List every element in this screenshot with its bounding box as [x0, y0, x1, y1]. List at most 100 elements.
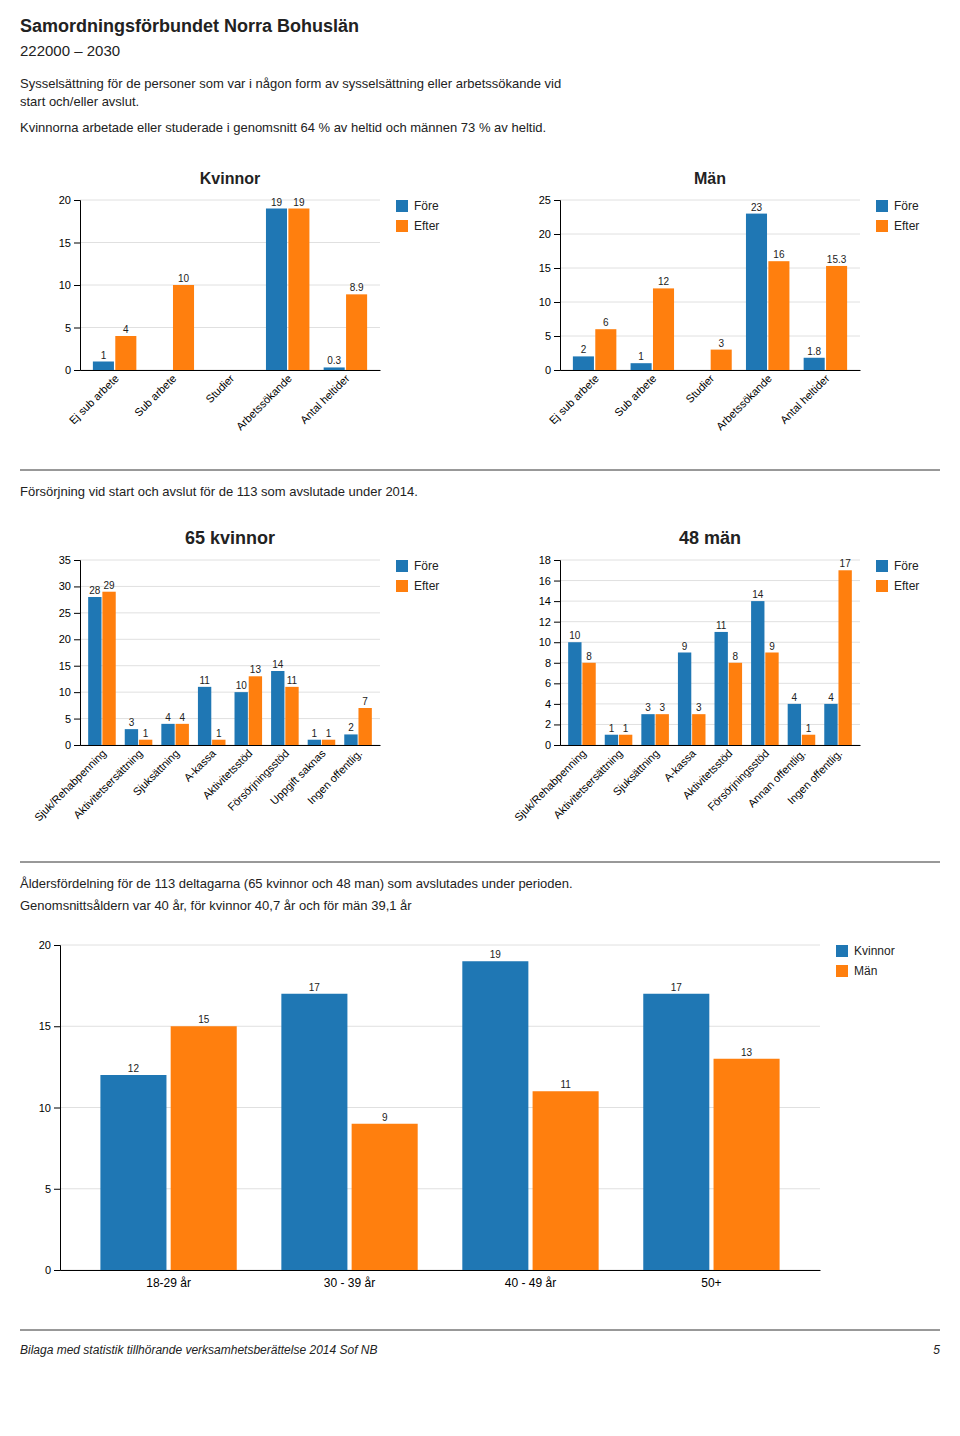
- tick-mark: [74, 560, 80, 561]
- data-label: 9: [682, 641, 688, 652]
- axis-line: [554, 201, 561, 371]
- tick: 10: [39, 1102, 60, 1114]
- tick-mark: [54, 1189, 60, 1190]
- bar: [88, 597, 101, 745]
- tick: 12: [539, 616, 560, 628]
- bar: [688, 370, 709, 371]
- axis-line: [74, 561, 81, 746]
- bar: [656, 714, 669, 745]
- tick-label: Försörjningsstöd: [705, 747, 771, 813]
- tick: 50+: [701, 1276, 721, 1290]
- tick: Sub arbete: [612, 372, 659, 419]
- tick: 30: [59, 580, 80, 592]
- intro-text: Kvinnorna arbetade eller studerade i gen…: [20, 120, 546, 135]
- bar: [176, 724, 189, 745]
- tick: 10: [539, 636, 560, 648]
- x-axis: Sjuk/RehabpenningAktivitetsersättningSju…: [512, 746, 861, 824]
- legend-label: Före: [894, 559, 919, 573]
- axis-line: [74, 201, 81, 371]
- legend-swatch: [396, 220, 408, 232]
- tick: 40 - 49 år: [505, 1276, 556, 1290]
- tick: 15: [539, 262, 560, 274]
- tick: 18: [539, 554, 560, 566]
- data-label: 14: [752, 589, 764, 600]
- legend-swatch: [876, 560, 888, 572]
- tick-label: Sub arbete: [132, 372, 179, 419]
- tick: 2: [545, 718, 560, 730]
- tick-mark: [554, 336, 560, 337]
- tick-label: 0: [45, 1264, 51, 1276]
- section-text: Åldersfördelning för de 113 deltagarna (…: [20, 876, 573, 891]
- data-label: 9: [382, 1112, 388, 1123]
- tick-mark: [54, 945, 60, 946]
- data-label: 13: [741, 1047, 753, 1058]
- y-axis: 024681012141618: [539, 554, 561, 751]
- data-label: 11: [287, 675, 298, 686]
- data-label: 17: [840, 558, 852, 569]
- data-label: 13: [250, 664, 262, 675]
- legend: FöreEfter: [396, 199, 439, 233]
- intro-text: Sysselsättning för de personer som var i…: [20, 76, 561, 91]
- tick: Arbetssökande: [714, 372, 774, 432]
- bar: [93, 362, 114, 371]
- tick-mark: [554, 581, 560, 582]
- bars: [573, 214, 847, 370]
- bars: [88, 592, 372, 745]
- tick-label: 15: [59, 237, 71, 249]
- legend-swatch: [396, 580, 408, 592]
- tick: 20: [39, 939, 60, 951]
- grid-line: [560, 200, 860, 201]
- divider: [20, 1330, 940, 1331]
- bar: [692, 714, 705, 745]
- data-label: 15: [198, 1014, 210, 1025]
- data-label: 10: [236, 680, 248, 691]
- tick-label: 15: [59, 660, 71, 672]
- bars: [93, 209, 367, 371]
- legend-swatch: [396, 200, 408, 212]
- tick: 30 - 39 år: [324, 1276, 375, 1290]
- tick-label: Arbetssökande: [714, 372, 774, 432]
- legend: FöreEfter: [876, 199, 919, 233]
- bar: [212, 740, 225, 745]
- data-label: 10: [178, 273, 190, 284]
- axis-line: [81, 745, 381, 746]
- tick-label: 16: [539, 575, 551, 587]
- grid: [80, 560, 380, 745]
- data-label: 3: [718, 338, 724, 349]
- data-label: 7: [362, 696, 368, 707]
- tick-mark: [74, 666, 80, 667]
- grid-line: [80, 612, 380, 613]
- tick-mark: [74, 200, 80, 201]
- tick-mark: [74, 370, 80, 371]
- tick-mark: [554, 200, 560, 201]
- tick: A-kassa: [181, 746, 218, 783]
- data-label: 8.9: [350, 282, 364, 293]
- tick: 0: [545, 364, 560, 376]
- tick-label: 6: [545, 677, 551, 689]
- grid-line: [560, 302, 860, 303]
- data-label: 1: [101, 350, 107, 361]
- bar: [139, 740, 152, 745]
- chart: 10139111444813389117024681012141618Sjuk/…: [512, 528, 920, 823]
- data-label: 4: [828, 692, 834, 703]
- tick-label: 5: [545, 330, 551, 342]
- tick-mark: [554, 234, 560, 235]
- tick: Ingen offentlig.: [785, 747, 844, 806]
- bar: [358, 708, 371, 745]
- tick-label: 0: [65, 364, 71, 376]
- bar: [231, 370, 252, 371]
- tick-label: 40 - 49 år: [505, 1276, 556, 1290]
- tick-label: 18-29 år: [146, 1276, 191, 1290]
- bar: [352, 1124, 418, 1270]
- data-label: 1: [609, 723, 615, 734]
- grid-line: [560, 560, 860, 561]
- bar: [746, 214, 767, 370]
- tick: 5: [45, 1183, 60, 1195]
- grid-line: [80, 718, 380, 719]
- data-label: 4: [123, 324, 129, 335]
- tick-label: 0: [65, 739, 71, 751]
- data-label: 23: [751, 202, 763, 213]
- data-label: 29: [103, 580, 115, 591]
- section-text: Genomsnittsåldern var 40 år, för kvinnor…: [20, 898, 412, 913]
- tick: 15: [59, 237, 80, 249]
